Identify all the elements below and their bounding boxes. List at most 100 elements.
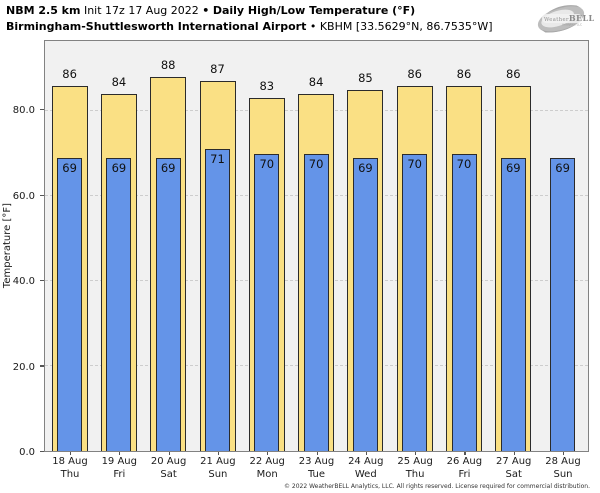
x-tick-date: 28 Aug <box>545 456 581 467</box>
low-value-label: 69 <box>358 160 373 175</box>
station-line: Birmingham-Shuttlesworth International A… <box>6 19 493 35</box>
model-name: NBM 2.5 km <box>6 4 81 17</box>
station-id: KBHM [33.5629°N, 86.7535°W] <box>319 19 493 33</box>
weatherbell-logo: WeatherBELL Analytics LLC <box>528 2 594 38</box>
bars-layer: 86 69 84 69 88 69 87 71 83 70 84 70 85 69 86 70 86 70 86 69… <box>45 41 588 451</box>
x-tick-label: 25 Aug Thu <box>390 456 439 481</box>
x-tick-day: Sat <box>505 468 522 480</box>
y-tick-mark <box>40 450 44 452</box>
plot-area: 86 69 84 69 88 69 87 71 83 70 84 70 85 69 86 70 86 70 86 69… <box>44 40 589 452</box>
x-tick-date: 27 Aug <box>495 456 532 467</box>
y-tick-mark <box>40 109 44 111</box>
y-tick-label: 40.0 <box>12 276 35 288</box>
x-tick-mark <box>365 452 367 455</box>
x-tick-date: 23 Aug <box>298 456 335 467</box>
x-tick-mark <box>316 452 318 455</box>
product-name: Daily High/Low Temperature (°F) <box>212 4 416 17</box>
copyright-notice: © 2022 WeatherBELL Analytics, LLC. All r… <box>284 483 590 490</box>
high-value-label: 84 <box>308 75 324 90</box>
x-tick-label: 21 Aug Sun <box>193 456 242 481</box>
station-name: Birmingham-Shuttlesworth International A… <box>6 19 307 33</box>
x-tick-day: Sat <box>160 468 177 480</box>
x-tick-day: Wed <box>354 468 377 480</box>
x-tick-label: 24 Aug Wed <box>341 456 390 481</box>
high-value-label: 84 <box>111 75 127 90</box>
x-tick-day: Thu <box>60 468 80 480</box>
logo-subtext: Analytics LLC <box>562 23 582 27</box>
y-tick-label: 60.0 <box>12 190 35 202</box>
low-temp-bar: 70 <box>303 153 329 451</box>
init-time: Init 17z 17 Aug 2022 <box>83 4 199 17</box>
x-tick-label: 19 Aug Fri <box>95 456 144 481</box>
title-line: NBM 2.5 km Init 17z 17 Aug 2022 • Daily … <box>6 3 493 19</box>
x-tick-label: 27 Aug Sat <box>489 456 538 481</box>
chart-header: NBM 2.5 km Init 17z 17 Aug 2022 • Daily … <box>6 3 493 34</box>
x-tick-date: 21 Aug <box>200 456 236 467</box>
x-tick-label: 22 Aug Mon <box>243 456 292 481</box>
y-tick-mark <box>40 365 44 367</box>
x-tick-date: 20 Aug <box>150 456 187 467</box>
x-tick-day: Fri <box>113 468 126 480</box>
low-temp-bar: 69 <box>57 157 83 451</box>
low-temp-bar: 69 <box>106 157 132 451</box>
x-tick-day: Tue <box>307 468 326 480</box>
x-tick-day: Fri <box>458 468 471 480</box>
high-value-label: 86 <box>407 66 422 81</box>
swirl-logo-icon: WeatherBELL Analytics LLC <box>537 5 594 33</box>
low-temp-bar: 69 <box>352 157 378 451</box>
high-value-label: 86 <box>505 66 521 81</box>
y-tick-mark <box>40 194 44 196</box>
x-tick-mark <box>563 452 565 455</box>
low-value-label: 69 <box>160 160 176 175</box>
low-temp-bar: 69 <box>550 157 576 451</box>
x-tick-mark <box>168 452 170 455</box>
x-tick-label: 23 Aug Tue <box>292 456 341 481</box>
x-tick-label: 20 Aug Sat <box>144 456 193 481</box>
low-value-label: 69 <box>62 160 77 175</box>
low-temp-bar: 70 <box>451 153 477 451</box>
x-tick-day: Mon <box>256 468 278 480</box>
svg-text:WeatherBELL: WeatherBELL <box>544 13 594 23</box>
low-value-label: 70 <box>259 156 275 171</box>
y-tick-label: 20.0 <box>12 361 35 373</box>
high-value-label: 86 <box>456 66 472 81</box>
x-tick-day: Sun <box>208 468 228 480</box>
x-axis: 18 Aug Thu 19 Aug Fri 20 Aug Sat 21 Aug Sun 22 A… <box>44 452 589 486</box>
x-tick-day: Thu <box>405 468 425 480</box>
x-tick-date: 25 Aug <box>397 456 433 467</box>
low-value-label: 69 <box>505 160 521 175</box>
low-temp-bar: 69 <box>500 157 526 451</box>
y-tick-label: 0.0 <box>19 447 35 458</box>
x-tick-date: 18 Aug <box>52 456 88 467</box>
x-tick-mark <box>415 452 417 455</box>
x-tick-label: 18 Aug Thu <box>45 456 94 481</box>
x-tick-mark <box>267 452 269 455</box>
low-temp-bar: 69 <box>155 157 181 451</box>
high-value-label: 85 <box>358 70 373 85</box>
x-tick-mark <box>513 452 515 455</box>
low-temp-bar: 70 <box>254 153 280 451</box>
x-tick-label: 26 Aug Fri <box>440 456 489 481</box>
low-value-label: 69 <box>111 160 127 175</box>
low-temp-bar: 70 <box>402 153 428 451</box>
high-value-label: 87 <box>210 62 225 77</box>
x-tick-date: 26 Aug <box>446 456 483 467</box>
low-value-label: 70 <box>407 156 422 171</box>
x-tick-mark <box>464 452 466 455</box>
y-axis: 0.0 20.0 40.0 60.0 80.0 <box>0 40 44 458</box>
low-value-label: 70 <box>308 156 324 171</box>
x-tick-mark <box>217 452 220 455</box>
x-tick-date: 19 Aug <box>101 456 137 467</box>
x-tick-label: 28 Aug Sun <box>538 456 587 481</box>
title-bullet: • <box>202 4 210 17</box>
x-tick-date: 22 Aug <box>249 456 285 467</box>
x-tick-day: Sun <box>553 468 573 480</box>
low-temp-bar: 71 <box>205 149 230 451</box>
low-value-label: 70 <box>456 156 472 171</box>
y-tick-label: 80.0 <box>12 105 35 117</box>
low-value-label: 71 <box>210 152 225 167</box>
y-tick-mark <box>40 280 44 282</box>
station-bullet: • <box>309 19 317 33</box>
x-tick-date: 24 Aug <box>348 456 384 467</box>
